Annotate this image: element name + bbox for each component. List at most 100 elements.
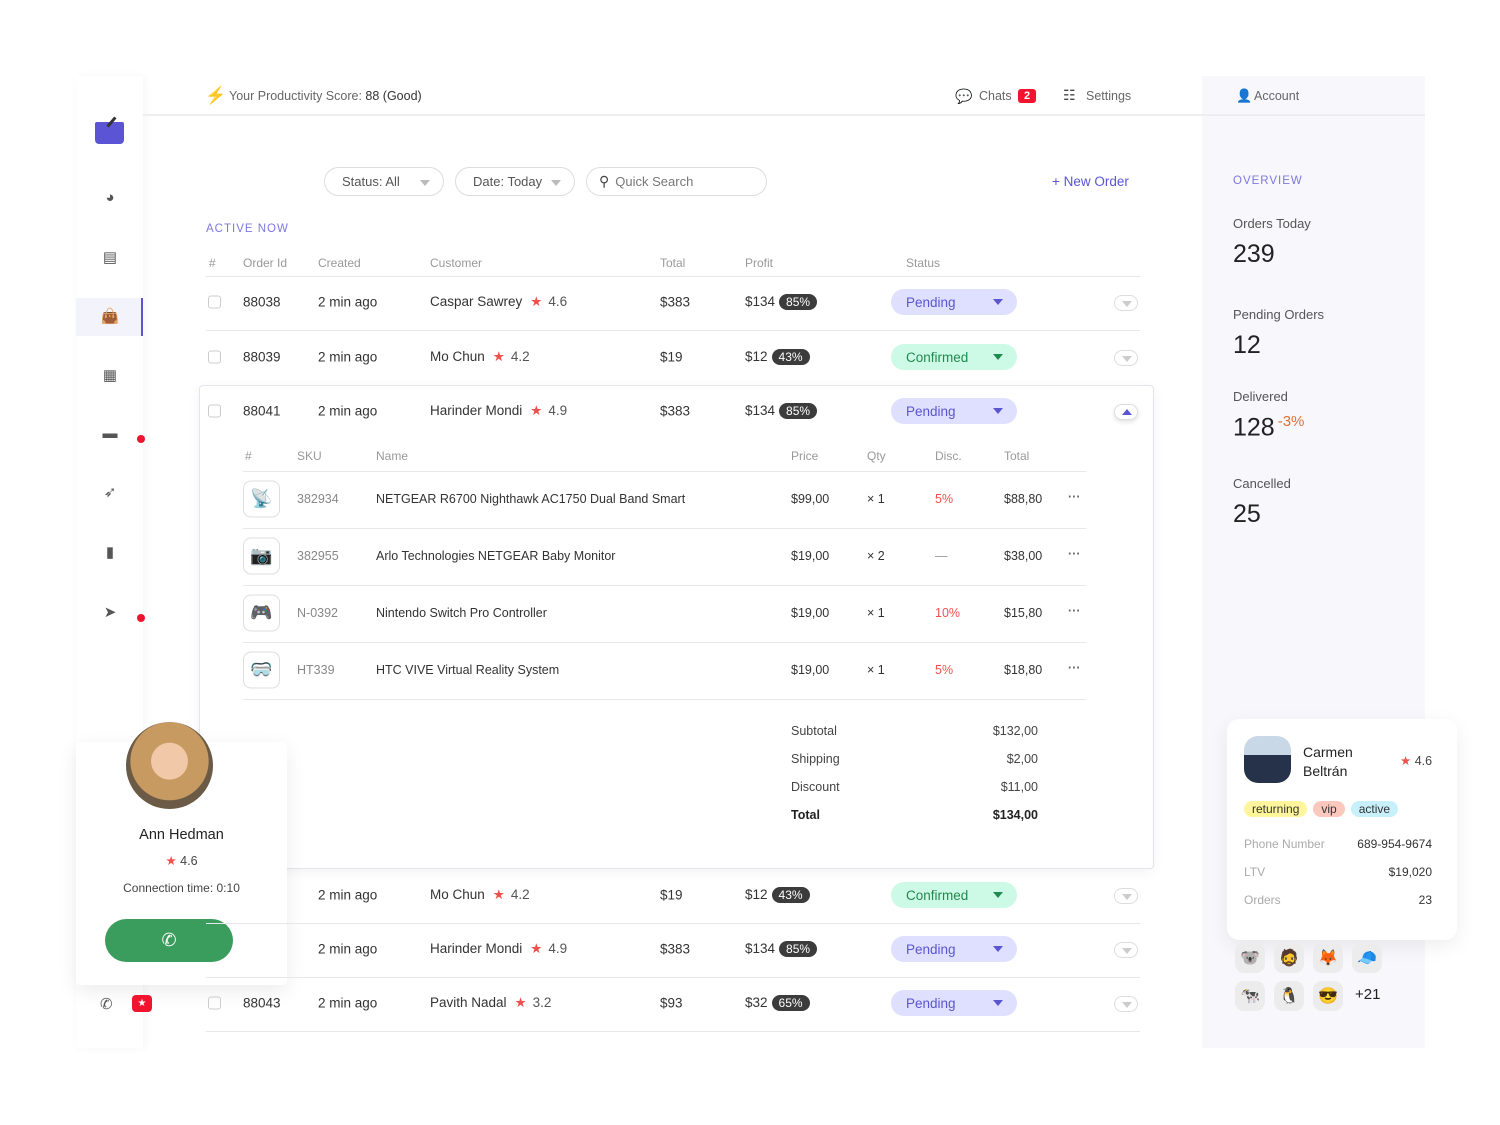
status-dropdown[interactable]: Pending — [891, 398, 1017, 424]
divider — [206, 385, 1140, 386]
order-total: $383 — [660, 294, 691, 310]
customer-card: Carmen Beltrán ★ 4.6 returning vip active P… — [1227, 719, 1457, 940]
chats-link[interactable]: Chats — [979, 89, 1012, 103]
customer-cell[interactable]: Pavith Nadal ★ 3.2 — [430, 995, 551, 1011]
date-filter-label: Date: Today — [473, 174, 543, 189]
settings-link[interactable]: Settings — [1086, 89, 1132, 103]
customer-cell[interactable]: Caspar Sawrey ★ 4.6 — [430, 294, 567, 310]
chats-icon: 💬 — [955, 88, 973, 104]
stat-value: 239 — [1233, 240, 1275, 268]
customer-avatar — [1244, 736, 1291, 783]
more-options-icon[interactable]: ··· — [1068, 661, 1081, 675]
margin-badge: 85% — [779, 294, 818, 310]
sidebar-item-calendar[interactable]: ▦ — [100, 365, 120, 385]
order-created: 2 min ago — [318, 941, 378, 957]
expand-row-button[interactable] — [1114, 888, 1138, 904]
item-qty: × 1 — [867, 492, 885, 506]
item-discount: — — [935, 549, 948, 563]
divider — [243, 699, 1086, 700]
order-created: 2 min ago — [318, 887, 378, 903]
item-sku: 382934 — [297, 492, 339, 506]
chevron-down-icon — [1122, 1002, 1132, 1008]
router-thumbnail: 📡 — [243, 480, 280, 518]
quick-search-input[interactable]: ⚲ Quick Search — [586, 167, 767, 196]
sidebar-item-bookmark[interactable]: ▮ — [100, 542, 120, 562]
item-total: $18,80 — [1004, 663, 1043, 677]
status-dropdown[interactable]: Pending — [891, 936, 1017, 962]
status-dropdown[interactable]: Pending — [891, 289, 1017, 315]
sidebar-item-archive[interactable]: ▤ — [100, 247, 120, 267]
status-dropdown[interactable]: Confirmed — [891, 882, 1017, 908]
ann-hedman-avatar — [126, 722, 213, 809]
chevron-down-icon — [1122, 894, 1132, 900]
status-filter-label: Status: All — [342, 174, 400, 189]
stat-value: 25 — [1233, 500, 1261, 528]
divider — [243, 528, 1086, 529]
call-button[interactable]: ✆ — [105, 919, 233, 962]
connection-time: Connection time: 0:10 — [123, 881, 240, 895]
sidebar-item-gauge[interactable]: ◕ — [100, 187, 120, 207]
basket-logo-icon — [95, 122, 124, 144]
penguin-avatar[interactable]: 🐧 — [1274, 981, 1304, 1011]
status-filter[interactable]: Status: All — [324, 167, 444, 196]
customer-tags: returning vip active — [1244, 801, 1404, 817]
smiling-avatar[interactable]: 😎 — [1313, 981, 1343, 1011]
collapse-row-button[interactable] — [1114, 404, 1138, 420]
more-customers-count[interactable]: +21 — [1355, 986, 1381, 1003]
new-order-button[interactable]: + New Order — [1052, 174, 1129, 189]
date-filter[interactable]: Date: Today — [455, 167, 575, 196]
row-checkbox[interactable] — [208, 404, 221, 418]
expand-row-button[interactable] — [1114, 350, 1138, 366]
column-header: Customer — [430, 256, 483, 270]
expand-row-button[interactable] — [1114, 295, 1138, 311]
row-checkbox[interactable] — [208, 295, 221, 309]
controller-thumbnail: 🎮 — [243, 594, 280, 632]
chevron-down-icon — [1122, 356, 1132, 362]
row-checkbox[interactable] — [208, 996, 221, 1010]
summary-label: Shipping — [791, 752, 840, 766]
summary-value: $132,00 — [992, 724, 1038, 738]
stat-label: Pending Orders — [1233, 307, 1325, 322]
order-created: 2 min ago — [318, 403, 378, 419]
row-checkbox[interactable] — [208, 350, 221, 364]
carmen-avatar[interactable]: 🧔 — [1274, 943, 1304, 973]
expand-row-button[interactable] — [1114, 996, 1138, 1012]
phone-icon[interactable]: ✆ — [100, 996, 113, 1013]
item-price: $99,00 — [791, 492, 830, 506]
sidebar-item-send[interactable]: ➤ — [100, 602, 120, 622]
more-options-icon[interactable]: ··· — [1068, 547, 1081, 561]
sidebar-item-shopping-bag[interactable]: 👜 — [100, 306, 120, 326]
status-dropdown[interactable]: Pending — [891, 990, 1017, 1016]
item-discount: 10% — [935, 606, 961, 620]
more-options-icon[interactable]: ··· — [1068, 604, 1081, 618]
cow-avatar[interactable]: 🐄 — [1235, 981, 1265, 1011]
item-qty: × 1 — [867, 663, 885, 677]
wallet-icon: ▬ — [102, 424, 118, 442]
chevron-down-icon — [993, 946, 1003, 952]
sidebar-item-wallet[interactable]: ▬ — [100, 423, 120, 443]
customer-cell[interactable]: Mo Chun ★ 4.2 — [430, 349, 530, 365]
expand-row-button[interactable] — [1114, 942, 1138, 958]
detail-column-header: Disc. — [935, 449, 962, 463]
fox-avatar[interactable]: 🦊 — [1313, 943, 1343, 973]
stat-delta: -3% — [1277, 413, 1305, 430]
item-total: $38,00 — [1004, 549, 1043, 563]
customer-cell[interactable]: Harinder Mondi ★ 4.9 — [430, 941, 567, 957]
customer-cell[interactable]: Harinder Mondi ★ 4.9 — [430, 403, 567, 419]
sidebar-item-rocket[interactable]: ➶ — [100, 482, 120, 502]
column-header: Status — [906, 256, 941, 270]
more-options-icon[interactable]: ··· — [1068, 490, 1081, 504]
status-dropdown[interactable]: Confirmed — [891, 344, 1017, 370]
summary-label: Subtotal — [791, 724, 837, 738]
caller-name: Ann Hedman — [139, 827, 224, 843]
customer-cell[interactable]: Mo Chun ★ 4.2 — [430, 887, 530, 903]
summary-label: Discount — [791, 780, 840, 794]
chevron-down-icon — [420, 180, 430, 186]
chevron-down-icon — [993, 408, 1003, 414]
customer-name: Harinder Mondi — [430, 403, 523, 418]
customer-name: Harinder Mondi — [430, 941, 523, 956]
account-link[interactable]: Account — [1254, 89, 1300, 103]
margin-badge: 65% — [771, 995, 810, 1011]
cap-avatar[interactable]: 🧢 — [1352, 943, 1382, 973]
koala-avatar[interactable]: 🐨 — [1235, 943, 1265, 973]
